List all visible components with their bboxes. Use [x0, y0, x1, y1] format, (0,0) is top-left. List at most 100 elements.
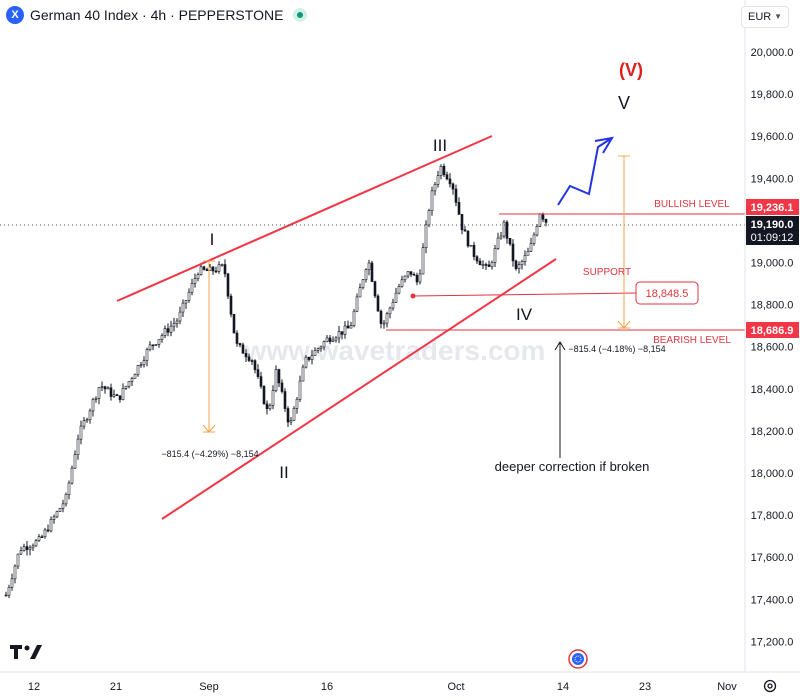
candle-body — [79, 425, 83, 440]
candle-body — [91, 399, 95, 412]
candle-body — [4, 594, 8, 597]
candle-body — [121, 388, 125, 400]
candle-body — [379, 310, 383, 324]
candle-body — [124, 385, 128, 389]
candle-body — [430, 190, 434, 211]
y-tick-label: 18,000.0 — [751, 468, 794, 480]
candle-body — [400, 279, 404, 287]
x-tick-label: 14 — [557, 681, 569, 693]
candle-body — [403, 275, 407, 281]
x-tick-label: 16 — [321, 681, 333, 693]
support-value: 18,848.5 — [646, 288, 689, 300]
countdown-text: 01:09:12 — [751, 232, 794, 244]
candle-body — [466, 230, 470, 247]
candle-body — [328, 337, 332, 342]
support-line[interactable] — [412, 292, 637, 297]
market-status-icon[interactable] — [293, 8, 308, 22]
candle-body — [469, 244, 473, 247]
annotation-text: deeper correction if broken — [495, 459, 650, 474]
candle-body — [274, 369, 278, 391]
candle-body — [70, 467, 74, 484]
candle-body — [448, 178, 452, 185]
candle-body — [40, 536, 44, 538]
candle-body — [493, 248, 497, 263]
candle-body — [322, 341, 326, 348]
projection-arrowhead — [594, 136, 614, 154]
candle-body — [148, 344, 152, 350]
y-tick-label: 18,400.0 — [751, 384, 794, 396]
wave-label-ii: II — [279, 463, 288, 482]
candle-body — [439, 166, 443, 176]
candle-body — [259, 376, 263, 387]
candle-body — [31, 545, 35, 549]
candle-body — [301, 366, 305, 382]
candle-body — [217, 264, 221, 272]
projection-path[interactable] — [557, 137, 613, 206]
candle-body — [289, 419, 293, 423]
gear-icon[interactable] — [762, 678, 778, 694]
candle-body — [529, 243, 533, 252]
candle-body — [85, 419, 89, 422]
candle-body — [373, 281, 377, 297]
candle-body — [178, 311, 182, 322]
candle-body — [268, 405, 272, 410]
candle-body — [136, 365, 140, 375]
candle-body — [484, 264, 488, 266]
candle-body — [118, 395, 122, 400]
candle-body — [367, 262, 371, 271]
candle-body — [130, 378, 134, 382]
y-tick-label: 18,200.0 — [751, 426, 794, 438]
candle-body — [436, 175, 440, 185]
x-tick-label: Sep — [199, 681, 219, 693]
candle-body — [73, 454, 77, 469]
time-scale[interactable]: 12 21 Sep 16 Oct 14 23 Nov — [28, 681, 737, 693]
upper-channel-line[interactable] — [116, 135, 493, 302]
candle-body — [352, 310, 356, 326]
lower-channel-line[interactable] — [161, 258, 557, 520]
candle-body — [370, 262, 374, 282]
y-tick-label: 18,800.0 — [751, 300, 794, 312]
support-value-box[interactable] — [635, 281, 699, 305]
candle-body — [418, 273, 422, 283]
candle-body — [262, 386, 266, 405]
candle-body — [361, 279, 365, 288]
candle-body — [241, 344, 245, 354]
candle-body — [157, 339, 161, 345]
goto-realtime-icon[interactable] — [568, 649, 588, 669]
price-scale[interactable]: 17,200.0 17,400.0 17,600.0 17,800.0 18,000.0… — [751, 47, 794, 648]
y-tick-label: 17,400.0 — [751, 594, 794, 606]
x-tick-label: 21 — [110, 681, 122, 693]
candle-body — [421, 247, 425, 275]
candle-body — [163, 328, 167, 336]
candle-body — [511, 243, 515, 262]
candle-body — [463, 229, 467, 232]
candle-body — [454, 188, 458, 203]
support-label: SUPPORT — [583, 267, 631, 278]
candle-body — [385, 313, 389, 324]
currency-select[interactable]: EUR ▼ — [741, 6, 789, 28]
chart-title[interactable]: German 40 Index · 4h · PEPPERSTONE — [30, 7, 284, 23]
candle-body — [334, 337, 338, 341]
candle-body — [181, 302, 185, 313]
chart-header: X German 40 Index · 4h · PEPPERSTONE — [6, 4, 314, 26]
candle-body — [82, 420, 86, 427]
candle-body — [142, 360, 146, 366]
candle-body — [238, 343, 242, 346]
candle-body — [445, 174, 449, 180]
candle-body — [502, 221, 506, 237]
candle-body — [88, 410, 92, 420]
candle-body — [394, 292, 398, 303]
candle-body — [532, 234, 536, 244]
candle-body — [331, 339, 335, 342]
wave-label-iv: IV — [516, 305, 533, 324]
tradingview-logo[interactable] — [10, 643, 44, 661]
candle-body — [355, 296, 359, 312]
candle-body — [292, 408, 296, 421]
candle-body — [433, 183, 437, 192]
current-price-tag — [746, 216, 799, 245]
x-tick-label: 23 — [639, 681, 651, 693]
candle-body — [52, 516, 56, 520]
